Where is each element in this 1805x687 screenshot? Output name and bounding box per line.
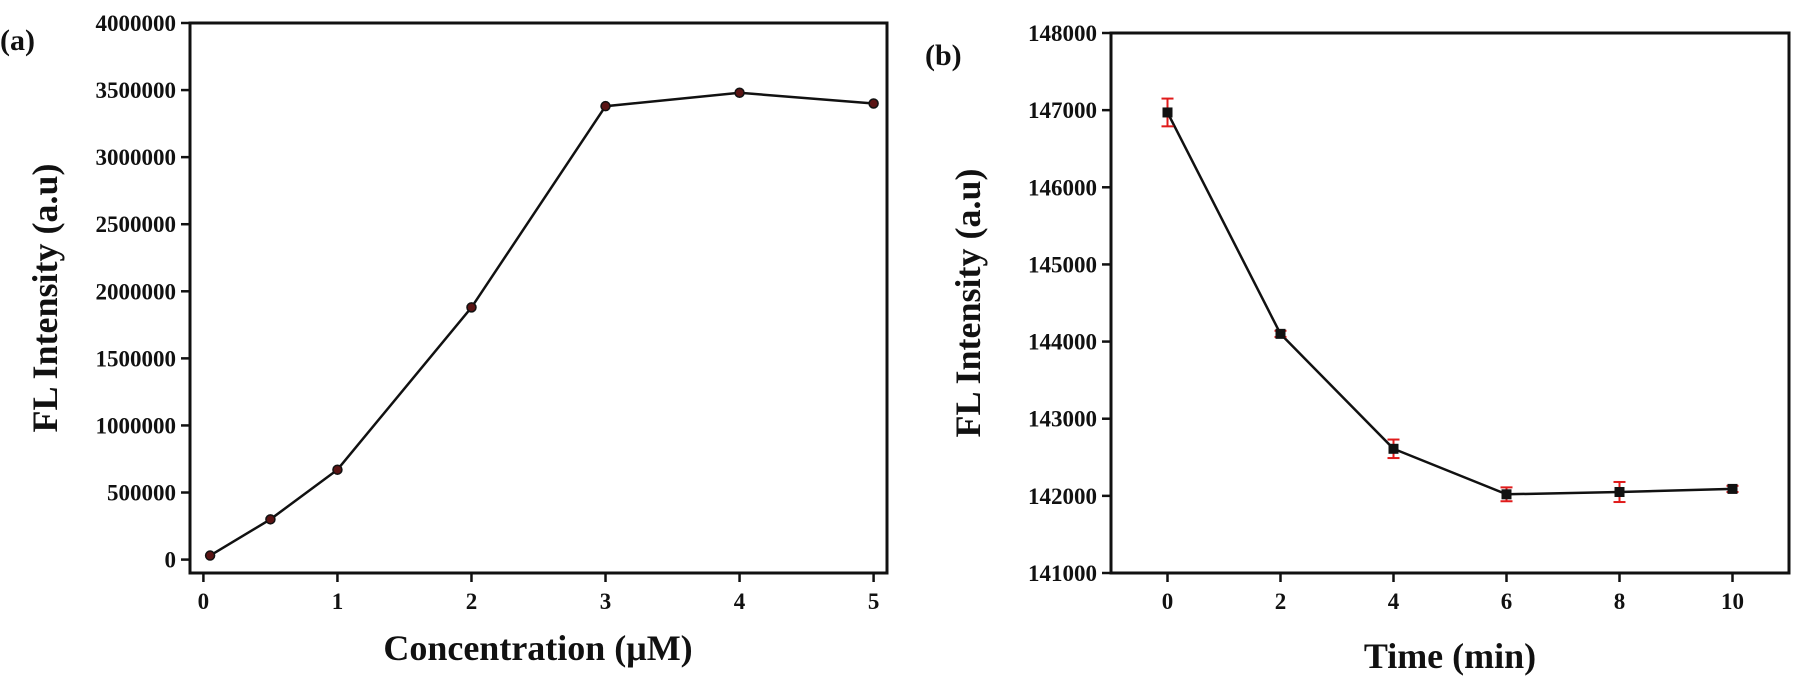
x-tick-label: 2 [466,589,478,614]
y-tick-label: 146000 [1028,175,1097,200]
y-tick-label: 0 [165,548,177,573]
x-tick-label: 8 [1614,589,1626,614]
data-point [204,550,216,561]
panel-a-plot-frame [188,21,889,575]
y-tick-label: 143000 [1028,407,1097,432]
y-tick-label: 1500000 [96,346,177,371]
panel-b-x-axis-title: Time (min) [1364,636,1536,676]
y-tick-label: 500000 [107,481,176,506]
x-tick-label: 3 [600,589,612,614]
panel-b-plot-frame [1109,31,1791,575]
y-tick-label: 142000 [1028,484,1097,509]
panel-label-b: (b) [925,39,962,72]
y-tick-label: 3000000 [96,145,177,170]
series-line [209,91,874,557]
y-tick-label: 3500000 [96,78,177,103]
data-point [1388,443,1399,454]
y-tick-label: 2500000 [96,212,177,237]
data-point [1614,487,1625,497]
panel-label-a: (a) [0,24,35,57]
y-tick-label: 147000 [1028,98,1097,123]
panel-b-y-axis-title: FL Intensity (a.u) [948,168,988,437]
x-tick-label: 2 [1275,589,1287,614]
y-tick-label: 145000 [1028,252,1097,277]
y-tick-label: 4000000 [96,11,177,36]
panel-a-ticks: 0 1 2 3 4 5 0 500000 1000000 1500000 2000000 250000… [96,11,880,614]
x-tick-label: 4 [734,589,746,614]
x-tick-label: 10 [1721,589,1744,614]
data-point [1501,489,1512,500]
panel-b-series [1161,97,1739,504]
x-tick-label: 6 [1501,589,1513,614]
data-point [332,464,343,475]
data-point [1275,328,1286,339]
data-point [1162,107,1173,118]
data-point [600,100,611,112]
x-tick-label: 4 [1388,589,1400,614]
series-line [1166,111,1733,496]
panel-a-x-axis-title: Concentration (μM) [383,628,692,668]
data-point [734,87,745,99]
y-tick-label: 2000000 [96,279,177,304]
x-tick-label: 5 [868,589,880,614]
data-point [868,98,879,109]
panel-a-series [204,87,879,561]
panel-b-ticks: 0 2 4 6 8 10 141000 142000 143000 144000 145000 146… [1028,21,1744,614]
data-point [1727,483,1738,494]
x-tick-label: 1 [332,589,344,614]
x-tick-label: 0 [1162,589,1174,614]
y-tick-label: 148000 [1028,21,1097,46]
y-tick-label: 1000000 [96,413,177,438]
data-point [265,514,276,525]
data-point [466,302,477,313]
panel-a-chart: (a) 0 1 2 3 4 5 0 500000 1000000 1500000 2000000 25… [0,11,889,668]
y-tick-label: 144000 [1028,330,1097,355]
y-tick-label: 141000 [1028,561,1097,586]
panel-a-y-axis-title: FL Intensity (a.u) [25,163,65,432]
x-tick-label: 0 [198,589,210,614]
panel-b-chart: (b) 0 2 4 6 8 10 141000 142000 143000 144000 14500… [925,21,1791,676]
